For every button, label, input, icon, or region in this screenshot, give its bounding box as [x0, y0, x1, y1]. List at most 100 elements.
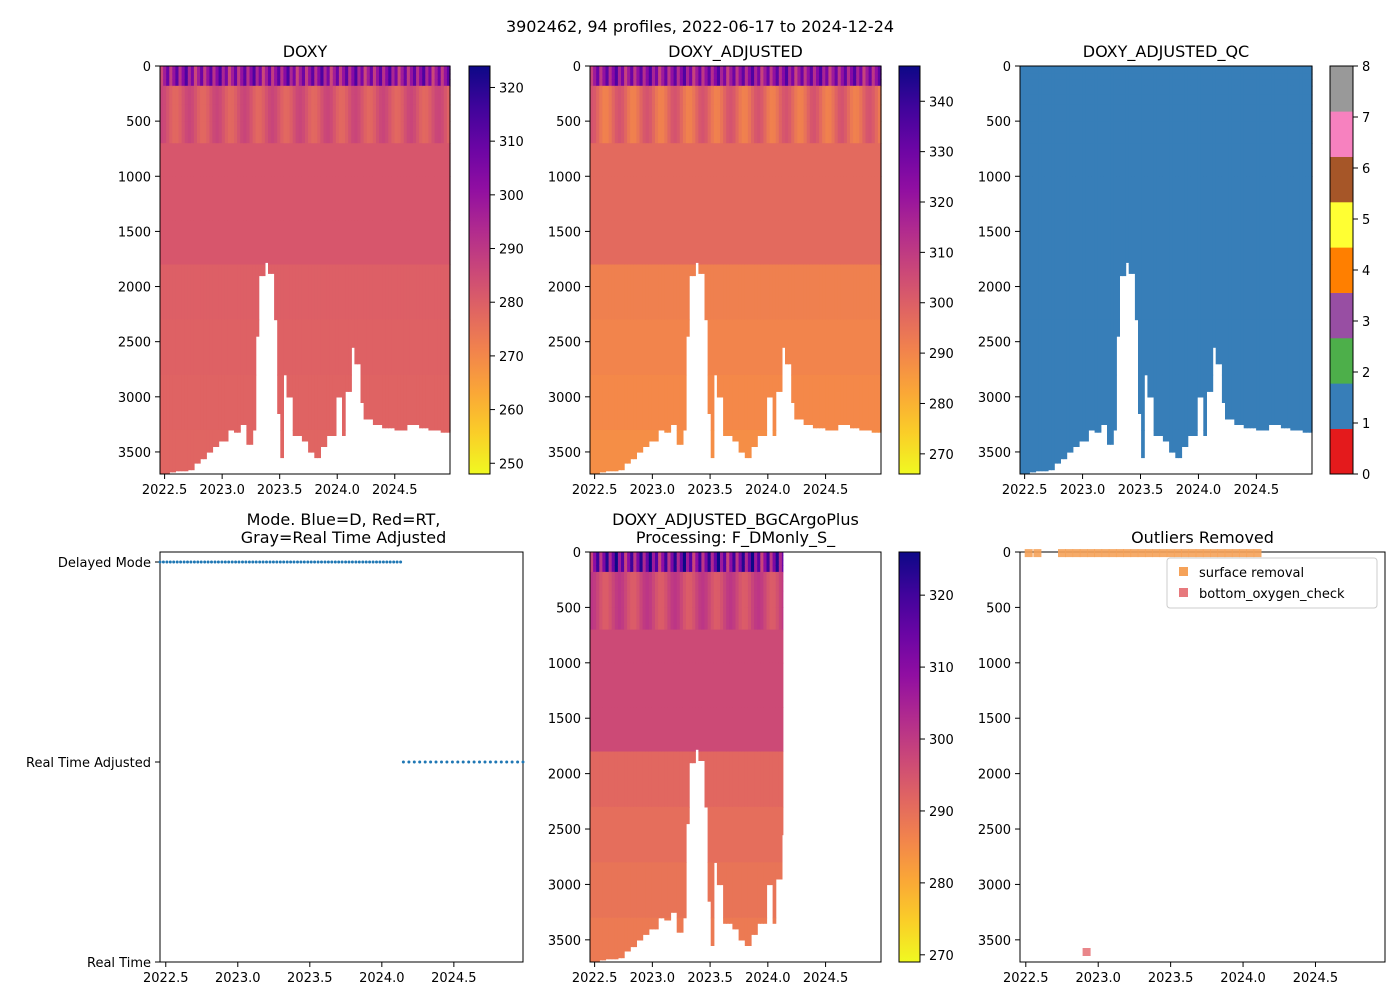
- heatmap-cell: [305, 176, 309, 221]
- heatmap-cell: [682, 94, 687, 106]
- heatmap-cell: [596, 374, 600, 431]
- heatmap-cell: [1221, 73, 1226, 80]
- heatmap-cell: [169, 319, 173, 376]
- heatmap-cell: [215, 69, 220, 75]
- heatmap-cell: [1060, 69, 1065, 75]
- heatmap-cell: [1194, 429, 1198, 436]
- heatmap-cell: [366, 176, 371, 221]
- heatmap-cell: [1305, 121, 1310, 144]
- qc-colorbar-segment: [1330, 428, 1353, 475]
- heatmap-cell: [735, 319, 740, 376]
- heatmap-cell: [695, 104, 699, 122]
- heatmap-cell: [298, 121, 303, 144]
- heatmap-cell: [716, 264, 721, 321]
- heatmap-cell: [621, 79, 625, 87]
- heatmap-cell: [234, 264, 238, 321]
- heatmap-cell: [803, 66, 808, 70]
- heatmap-cell: [243, 69, 247, 75]
- heatmap-cell: [1128, 85, 1133, 96]
- heatmap-cell: [636, 85, 641, 96]
- heatmap-cell: [735, 79, 740, 87]
- heatmap-cell: [856, 94, 860, 106]
- heatmap-cell: [850, 176, 854, 221]
- heatmap-cell: [704, 590, 709, 608]
- heatmap-cell: [766, 176, 771, 221]
- heatmap-cell: [716, 66, 721, 70]
- heatmap-cell: [403, 94, 408, 106]
- heatmap-cell: [651, 94, 656, 106]
- heatmap-cell: [298, 143, 303, 177]
- heatmap-cell: [772, 374, 777, 431]
- heatmap-cell: [1072, 374, 1077, 431]
- heatmap-cell: [670, 143, 675, 177]
- heatmap-cell: [409, 69, 414, 75]
- heatmap-cell: [1184, 69, 1189, 75]
- heatmap-cell: [1063, 176, 1068, 221]
- heatmap-cell: [382, 94, 386, 106]
- heatmap-cell: [769, 176, 774, 221]
- heatmap-cell: [686, 751, 690, 808]
- heatmap-cell: [1057, 143, 1061, 177]
- heatmap-cell: [769, 104, 774, 122]
- heatmap-cell: [1206, 319, 1211, 376]
- heatmap-cell: [1178, 79, 1183, 87]
- heatmap-cell: [160, 69, 164, 75]
- heatmap-cell: [397, 79, 402, 87]
- heatmap-cell: [1302, 220, 1307, 266]
- heatmap-cell: [713, 751, 718, 808]
- heatmap-cell: [763, 143, 768, 177]
- heatmap-cell: [1150, 85, 1155, 96]
- heatmap-cell: [212, 220, 217, 266]
- heatmap-cell: [599, 69, 603, 75]
- heatmap-cell: [596, 73, 600, 80]
- heatmap-cell: [434, 69, 439, 75]
- heatmap-cell: [766, 143, 771, 177]
- heatmap-cell: [627, 104, 631, 122]
- heatmap-cell: [602, 571, 607, 582]
- heatmap-cell: [169, 374, 173, 431]
- heatmap-cell: [794, 66, 798, 70]
- heatmap-cell: [1259, 176, 1263, 221]
- heatmap-cell: [720, 94, 724, 106]
- heatmap-cell: [1029, 143, 1033, 177]
- heatmap-cell: [422, 374, 426, 429]
- heatmap-cell: [1302, 94, 1307, 106]
- heatmap-cell: [1172, 429, 1176, 453]
- heatmap-cell: [240, 73, 244, 80]
- heatmap-cell: [274, 104, 278, 122]
- heatmap-cell: [732, 66, 737, 70]
- heatmap-cell: [1060, 143, 1065, 177]
- heatmap-cell: [658, 580, 662, 592]
- heatmap-cell: [853, 94, 857, 106]
- heatmap-cell: [1212, 143, 1217, 177]
- heatmap-cell: [1060, 104, 1065, 122]
- heatmap-cell: [639, 73, 644, 80]
- heatmap-cell: [825, 319, 829, 376]
- heatmap-cell: [1116, 69, 1120, 75]
- heatmap-cell: [1063, 85, 1068, 96]
- heatmap-cell: [704, 94, 709, 106]
- heatmap-cell: [630, 94, 634, 106]
- heatmap-cell: [243, 143, 247, 177]
- heatmap-cell: [655, 552, 659, 556]
- heatmap-cell: [1265, 143, 1270, 177]
- heatmap-cell: [639, 94, 644, 106]
- heatmap-cell: [1197, 85, 1201, 96]
- heatmap-cell: [163, 143, 167, 177]
- heatmap-cell: [1035, 176, 1040, 221]
- heatmap-cell: [596, 590, 600, 608]
- heatmap-cell: [249, 121, 254, 144]
- heatmap-cell: [295, 319, 300, 376]
- heatmap-cell: [1274, 94, 1279, 106]
- heatmap-cell: [1237, 374, 1242, 425]
- heatmap-cell: [661, 571, 665, 582]
- heatmap-cell: [794, 69, 798, 75]
- heatmap-cell: [406, 94, 411, 106]
- heatmap-cell: [599, 220, 603, 266]
- heatmap-cell: [255, 176, 260, 221]
- heatmap-cell: [416, 73, 420, 80]
- heatmap-cell: [1128, 220, 1133, 266]
- colorbar-tick-label: 5: [1362, 213, 1370, 228]
- heatmap-cell: [206, 319, 210, 376]
- heatmap-cell: [723, 104, 727, 122]
